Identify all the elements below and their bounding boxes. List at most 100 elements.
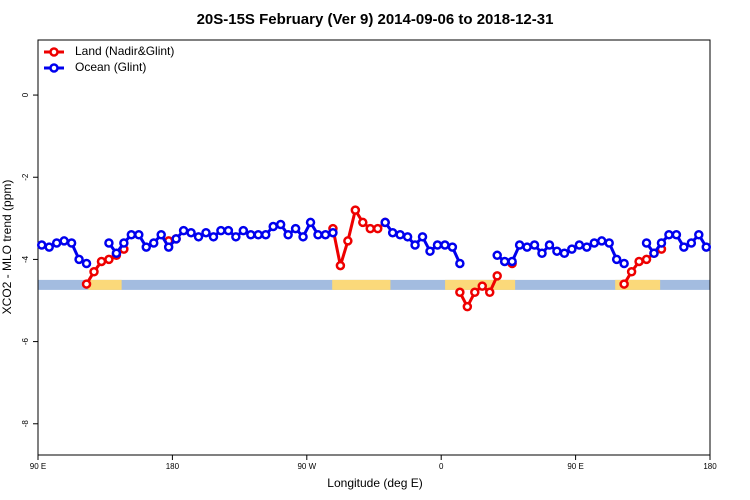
data-point: [395, 230, 405, 240]
y-tick-label: -2: [21, 173, 30, 181]
data-point: [313, 230, 323, 240]
legend-marker: [49, 47, 59, 57]
x-tick-label: 180: [166, 462, 180, 471]
data-point: [596, 236, 607, 246]
data-point: [552, 246, 562, 256]
data-point: [589, 238, 600, 248]
data-point: [664, 230, 674, 240]
legend-label: Land (Nadir&Glint): [75, 44, 174, 58]
legend-marker: [49, 63, 59, 73]
data-point: [484, 287, 495, 298]
data-point: [81, 279, 92, 289]
data-point: [171, 234, 181, 244]
data-point: [641, 254, 652, 265]
legend-label: Ocean (Glint): [75, 60, 146, 74]
data-point: [253, 230, 264, 240]
data-point: [104, 254, 114, 265]
y-tick-label: -8: [21, 420, 30, 428]
x-tick-label: 90 E: [567, 462, 583, 471]
data-point: [380, 217, 390, 228]
data-point: [425, 246, 435, 256]
data-point: [290, 223, 301, 234]
data-point: [410, 240, 420, 250]
data-point: [686, 238, 697, 248]
data-point: [544, 240, 555, 250]
data-point: [246, 230, 256, 240]
data-point: [96, 256, 107, 267]
data-point: [343, 236, 353, 246]
data-point: [51, 238, 62, 248]
y-tick-label: -6: [21, 337, 30, 345]
data-point: [201, 227, 211, 238]
data-point: [141, 242, 152, 252]
land-strip: [88, 279, 122, 290]
data-point: [298, 232, 308, 242]
data-point: [626, 266, 637, 277]
data-point: [283, 230, 293, 240]
data-point: [36, 240, 47, 250]
data-point: [671, 230, 682, 240]
data-point: [216, 225, 226, 236]
data-point: [649, 248, 659, 259]
series-line: [85, 206, 663, 310]
data-point: [208, 232, 219, 242]
data-point: [619, 279, 629, 289]
data-point: [66, 238, 77, 248]
data-point: [477, 281, 488, 291]
data-point: [634, 256, 644, 267]
data-point: [275, 219, 286, 230]
data-point: [44, 242, 54, 252]
land-strip: [332, 279, 391, 290]
data-point: [529, 240, 540, 250]
data-point: [260, 230, 271, 240]
x-tick-label: 180: [703, 462, 717, 471]
data-point: [514, 240, 525, 250]
data-point: [178, 225, 189, 236]
data-point: [223, 225, 234, 236]
data-point: [455, 287, 465, 298]
data-point: [567, 244, 577, 254]
data-point: [701, 242, 712, 252]
data-point: [522, 242, 532, 252]
data-point: [641, 238, 652, 248]
x-axis-label: Longitude (deg E): [327, 476, 422, 490]
y-axis-label: XCO2 - MLO trend (ppm): [0, 180, 14, 315]
data-point: [656, 238, 667, 248]
data-point: [559, 248, 570, 259]
data-point: [499, 256, 510, 267]
data-point: [611, 254, 622, 265]
data-point: [59, 236, 69, 246]
data-point: [328, 227, 338, 238]
data-point: [365, 223, 376, 234]
data-point: [574, 240, 585, 250]
data-point: [470, 287, 480, 298]
data-point: [447, 242, 458, 252]
y-tick-label: -4: [21, 255, 30, 263]
data-point: [440, 240, 450, 250]
data-point: [350, 205, 361, 215]
data-point: [582, 242, 592, 252]
data-point: [156, 230, 166, 240]
data-point: [231, 232, 241, 242]
data-point: [104, 238, 114, 248]
data-point: [111, 248, 122, 259]
data-point: [193, 232, 204, 242]
data-point: [305, 217, 316, 228]
data-point: [163, 242, 174, 252]
data-point: [372, 223, 383, 234]
data-point: [492, 250, 502, 261]
data-point: [387, 227, 398, 238]
y-tick-label: 0: [21, 92, 30, 97]
data-point: [455, 258, 465, 269]
data-point: [335, 260, 346, 271]
data-point: [89, 266, 99, 277]
data-point: [432, 240, 443, 250]
data-point: [537, 248, 547, 259]
data-point: [186, 227, 196, 238]
data-point: [417, 232, 428, 242]
data-point: [268, 221, 278, 232]
land-strip: [615, 279, 661, 290]
data-point: [74, 254, 84, 265]
chart-title: 20S-15S February (Ver 9) 2014-09-06 to 2…: [197, 11, 554, 28]
